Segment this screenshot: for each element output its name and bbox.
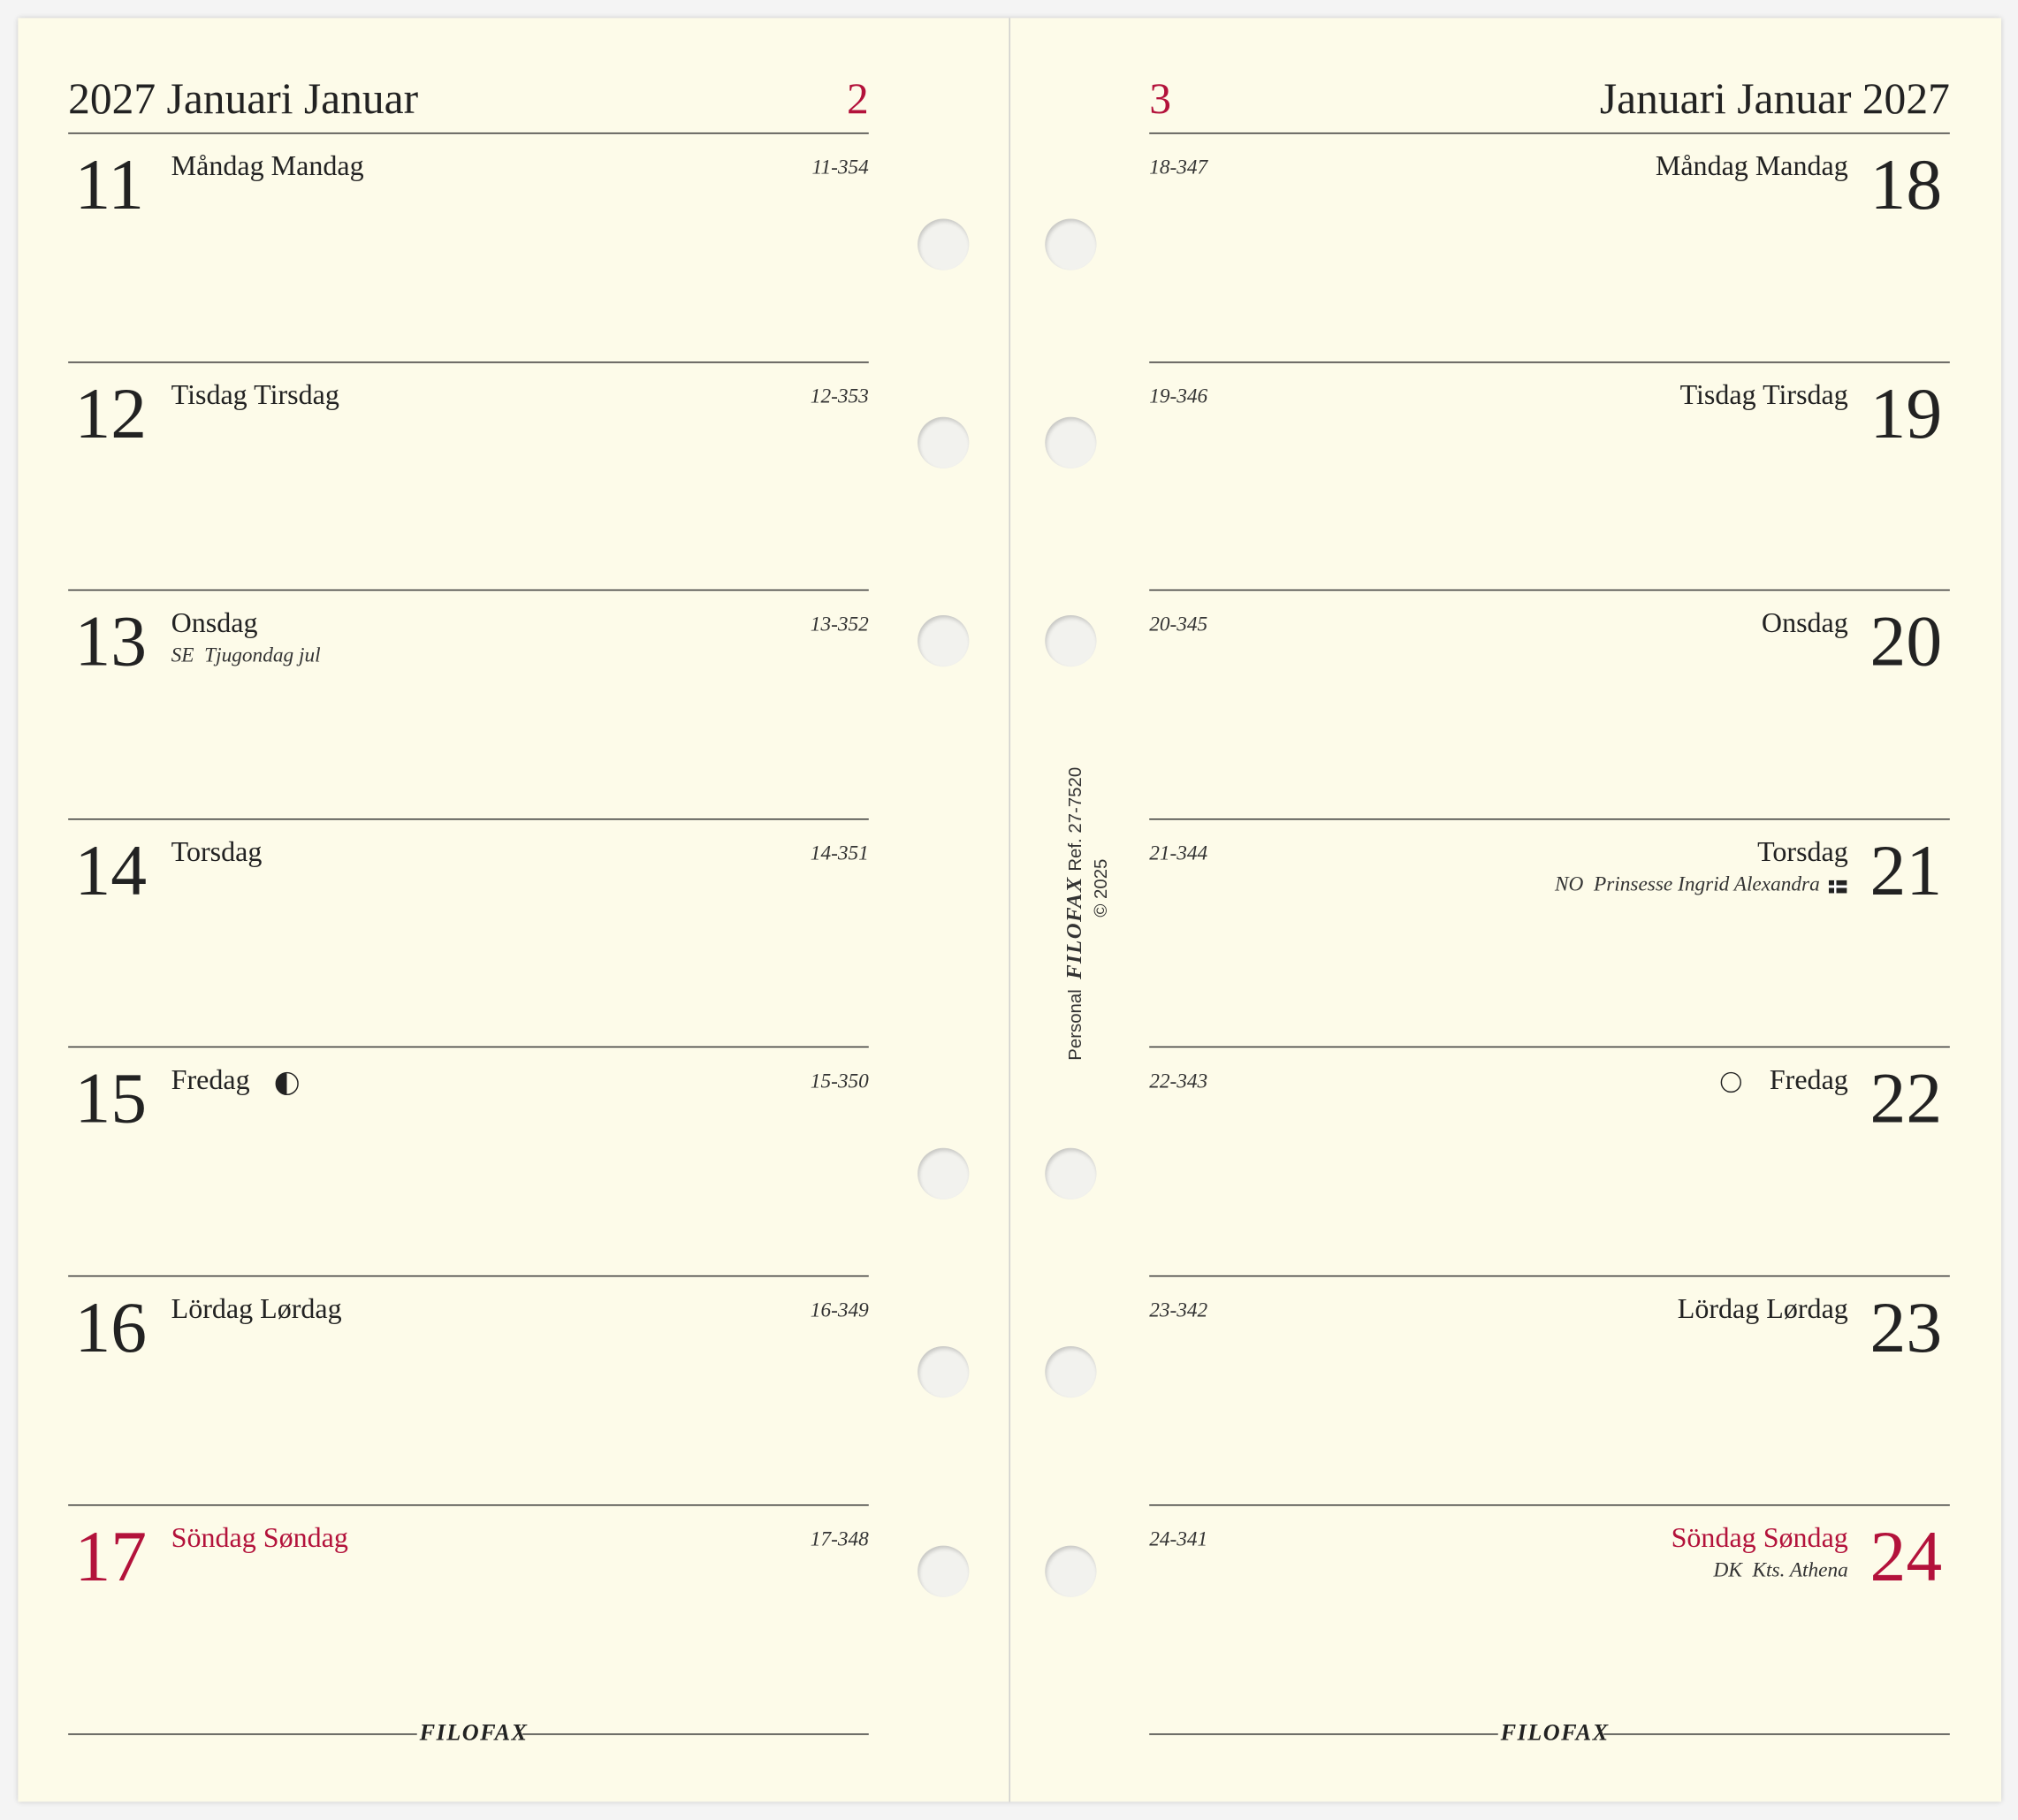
- week-number: 2: [847, 75, 869, 124]
- day-count: 12-353: [810, 385, 869, 407]
- day-count: 15-350: [810, 1070, 869, 1093]
- day-name: Söndag Søndag: [171, 1520, 348, 1553]
- day-count: 22-343: [1149, 1070, 1208, 1093]
- day-note: DK Kts. Athena: [1713, 1558, 1847, 1584]
- footer-rule: [522, 1733, 869, 1735]
- day-count: 21-344: [1149, 842, 1208, 865]
- day-number: 24: [1870, 1517, 1943, 1597]
- day-name: Fredag: [171, 1063, 250, 1096]
- note-text: Prinsesse Ingrid Alexandra: [1593, 873, 1820, 896]
- day-number: 12: [74, 374, 147, 454]
- punch-hole: [918, 218, 970, 270]
- week-number: 3: [1149, 75, 1171, 124]
- day-name: Söndag Søndag: [1671, 1520, 1848, 1553]
- spine-line: © 2025: [1087, 753, 1113, 1075]
- footer-rule: [1149, 1733, 1498, 1735]
- day-number: 14: [74, 831, 147, 911]
- day-count: 11-354: [811, 156, 869, 179]
- spine-ref: Ref. 27-7520: [1064, 766, 1085, 872]
- punch-hole: [918, 1345, 970, 1398]
- spine-copyright: © 2025: [1090, 858, 1111, 918]
- day-count: 17-348: [810, 1528, 869, 1550]
- punch-hole: [1045, 218, 1097, 270]
- day-name: Torsdag: [1757, 834, 1848, 868]
- day-number: 19: [1870, 374, 1943, 454]
- note-text: Kts. Athena: [1752, 1559, 1848, 1581]
- day-number: 13: [74, 602, 147, 682]
- punch-hole: [918, 416, 970, 468]
- day-number: 21: [1870, 831, 1943, 911]
- footer-brand: FILOFAX: [1500, 1719, 1610, 1746]
- day-count: 24-341: [1149, 1528, 1208, 1550]
- moon-icon: [1720, 1072, 1741, 1093]
- day-number: 18: [1870, 145, 1943, 225]
- moon-icon: [275, 1072, 299, 1096]
- note-region: SE: [171, 644, 194, 667]
- day-number: 15: [74, 1059, 147, 1140]
- day-note: NO Prinsesse Ingrid Alexandra: [1555, 872, 1820, 898]
- punch-hole: [918, 1545, 970, 1597]
- day-number: 22: [1870, 1059, 1943, 1140]
- day-count: 19-346: [1149, 385, 1208, 407]
- flag-icon: [1828, 880, 1847, 894]
- note-region: NO: [1554, 873, 1584, 896]
- day-number: 11: [74, 145, 144, 225]
- spine-label: Personal FILOFAX Ref. 27-7520 © 2025: [1062, 753, 1113, 1075]
- spine-brand: FILOFAX: [1062, 876, 1086, 979]
- day-number: 17: [74, 1517, 147, 1597]
- header-title: 2027 Januari Januar: [68, 75, 419, 124]
- day-number: 20: [1870, 602, 1943, 682]
- punch-hole: [1045, 614, 1097, 667]
- day-count: 23-342: [1149, 1299, 1208, 1322]
- day-number: 16: [74, 1288, 147, 1368]
- day-number: 23: [1870, 1288, 1943, 1368]
- day-count: 16-349: [810, 1299, 869, 1322]
- footer-rule: [1603, 1733, 1950, 1735]
- day-name: Tisdag Tirsdag: [171, 377, 339, 410]
- footer-rule: [68, 1733, 417, 1735]
- day-name: Onsdag: [171, 606, 258, 639]
- footer-brand: FILOFAX: [419, 1719, 529, 1746]
- punch-hole: [1045, 416, 1097, 468]
- day-name: Onsdag: [1761, 606, 1848, 639]
- punch-hole: [918, 614, 970, 667]
- spine-line: Personal FILOFAX Ref. 27-7520: [1062, 753, 1087, 1075]
- punch-hole: [1045, 1545, 1097, 1597]
- day-name: Fredag: [1769, 1063, 1848, 1096]
- day-note: SE Tjugondag jul: [171, 643, 321, 669]
- day-name: Måndag Mandag: [1655, 148, 1848, 182]
- punch-hole: [918, 1147, 970, 1199]
- day-name: Tisdag Tirsdag: [1679, 377, 1848, 410]
- day-name: Torsdag: [171, 834, 263, 868]
- spine-size: Personal: [1064, 989, 1085, 1061]
- note-text: Tjugondag jul: [204, 644, 321, 667]
- day-count: 13-352: [810, 613, 869, 636]
- day-count: 14-351: [810, 842, 869, 865]
- note-region: DK: [1713, 1559, 1742, 1581]
- day-count: 18-347: [1149, 156, 1208, 179]
- header-title: Januari Januar 2027: [1599, 75, 1950, 124]
- day-name: Lördag Lørdag: [171, 1291, 342, 1325]
- punch-hole: [1045, 1147, 1097, 1199]
- day-name: Måndag Mandag: [171, 148, 364, 182]
- day-name: Lördag Lørdag: [1677, 1291, 1848, 1325]
- punch-hole: [1045, 1345, 1097, 1398]
- day-count: 20-345: [1149, 613, 1208, 636]
